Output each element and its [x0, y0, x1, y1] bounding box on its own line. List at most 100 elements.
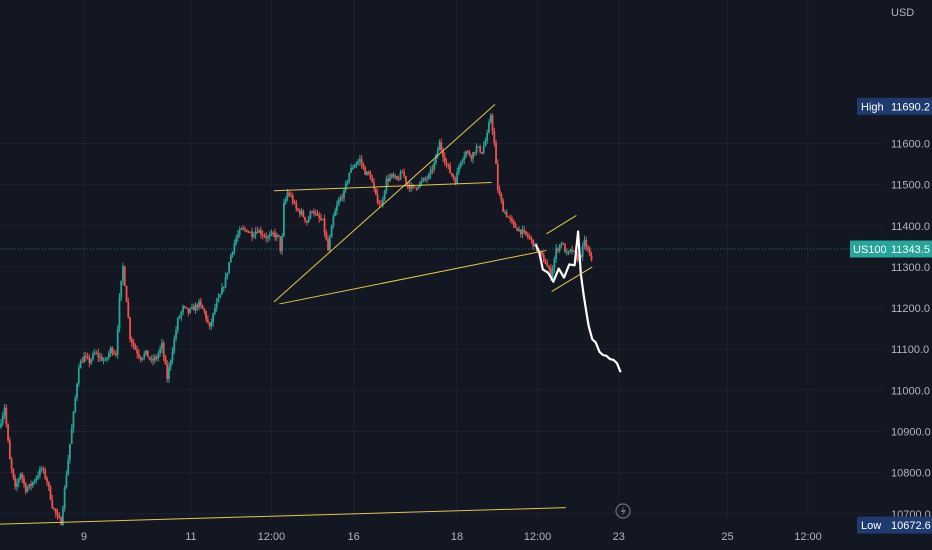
candle-body [182, 306, 185, 312]
candle-body [385, 178, 388, 192]
candle-body [364, 167, 367, 175]
candle-body [65, 474, 68, 488]
candle-body [237, 234, 239, 239]
candle-body [286, 192, 289, 199]
candle-body [564, 244, 566, 253]
candle-body [180, 311, 183, 317]
candle-body [404, 176, 407, 183]
candle-body [518, 229, 520, 231]
candle-body [169, 360, 172, 368]
candle-body [387, 178, 390, 182]
candle-body [359, 159, 361, 162]
candle-body [49, 486, 52, 500]
candle-body [503, 211, 506, 213]
y-axis[interactable]: USD 10600.010700.010800.010900.011000.01… [891, 7, 931, 550]
candle-body [482, 146, 485, 154]
candle-body [93, 352, 96, 354]
candle-body [488, 122, 490, 133]
candle-body [569, 249, 572, 252]
candle-body [261, 234, 264, 236]
candle-body [162, 342, 165, 357]
candle-body [189, 308, 192, 313]
candle-body [403, 172, 406, 177]
candle-body [107, 353, 110, 358]
candle-body [224, 277, 227, 288]
candle-body [496, 164, 499, 190]
x-tick-label: 16 [347, 531, 359, 543]
candle-body [316, 213, 319, 216]
candle-body [146, 350, 149, 358]
candle-body [238, 229, 241, 235]
candle-body [288, 192, 291, 196]
candle-body [100, 356, 103, 361]
candle-body [217, 297, 220, 302]
candle-body [259, 230, 262, 235]
candle-body [129, 317, 131, 339]
candle-body [33, 480, 36, 483]
candle-body [178, 316, 181, 319]
candle-body [270, 232, 273, 235]
candle-body [489, 115, 492, 123]
x-axis[interactable]: 9 11 12:00 16 18 12:00 23 25 12:00 [81, 531, 822, 543]
candle-body [42, 468, 45, 471]
candle-body [526, 234, 529, 237]
high-value: 11690.2 [891, 101, 930, 113]
candle-body [28, 484, 31, 488]
candle-body [38, 469, 41, 476]
candle-body [67, 459, 70, 475]
last-price-badge: US100 11343.5 [850, 240, 932, 258]
y-tick-label: 11000.0 [891, 385, 930, 397]
symbol-label-box [850, 240, 886, 258]
candle-body [514, 223, 517, 228]
y-tick-label: 11100.0 [891, 344, 929, 356]
candle-body [272, 232, 275, 234]
candle-body [376, 194, 379, 203]
candle-body [26, 487, 29, 492]
high-badge: High 11690.2 [857, 97, 932, 115]
candle-body [433, 162, 436, 170]
candle-body [63, 487, 66, 509]
lightning-icon[interactable] [615, 503, 631, 519]
x-tick-label: 12:00 [524, 531, 552, 543]
candle-body [546, 263, 549, 267]
candle-body [116, 329, 119, 355]
candle-body [53, 508, 55, 510]
candle-body [373, 182, 375, 189]
candle-body [226, 272, 229, 278]
candle-body [76, 383, 78, 399]
candle-body [46, 478, 48, 482]
candle-body [61, 508, 64, 525]
candle-body [293, 202, 296, 204]
candle-body [374, 188, 377, 195]
candle-body [357, 161, 360, 164]
candle-body [247, 232, 250, 234]
projection-path [534, 230, 622, 373]
candle-body [192, 306, 195, 311]
trendlines[interactable] [0, 103, 593, 525]
candle-body [325, 232, 328, 240]
candle-body [588, 249, 591, 256]
candle-body [164, 356, 167, 365]
candle-body [37, 475, 40, 478]
candle-body [160, 342, 163, 349]
candle-body [173, 338, 176, 352]
candle-body [541, 252, 543, 256]
candle-body [567, 251, 570, 253]
candle-body [168, 367, 170, 379]
candle-body [58, 515, 61, 518]
y-tick-label: 11600.0 [891, 138, 930, 150]
high-label: High [861, 101, 884, 113]
candle-body [84, 356, 87, 358]
candle-body [305, 220, 308, 223]
candle-body [544, 261, 547, 264]
candle-body [143, 353, 146, 358]
candle-body [560, 243, 563, 245]
candle-body [450, 173, 453, 176]
candle-body [14, 477, 17, 487]
candle-body [187, 308, 190, 313]
candle-body [339, 197, 342, 201]
candle-body [284, 198, 287, 204]
trendline [279, 249, 547, 305]
candle-body [507, 216, 510, 218]
